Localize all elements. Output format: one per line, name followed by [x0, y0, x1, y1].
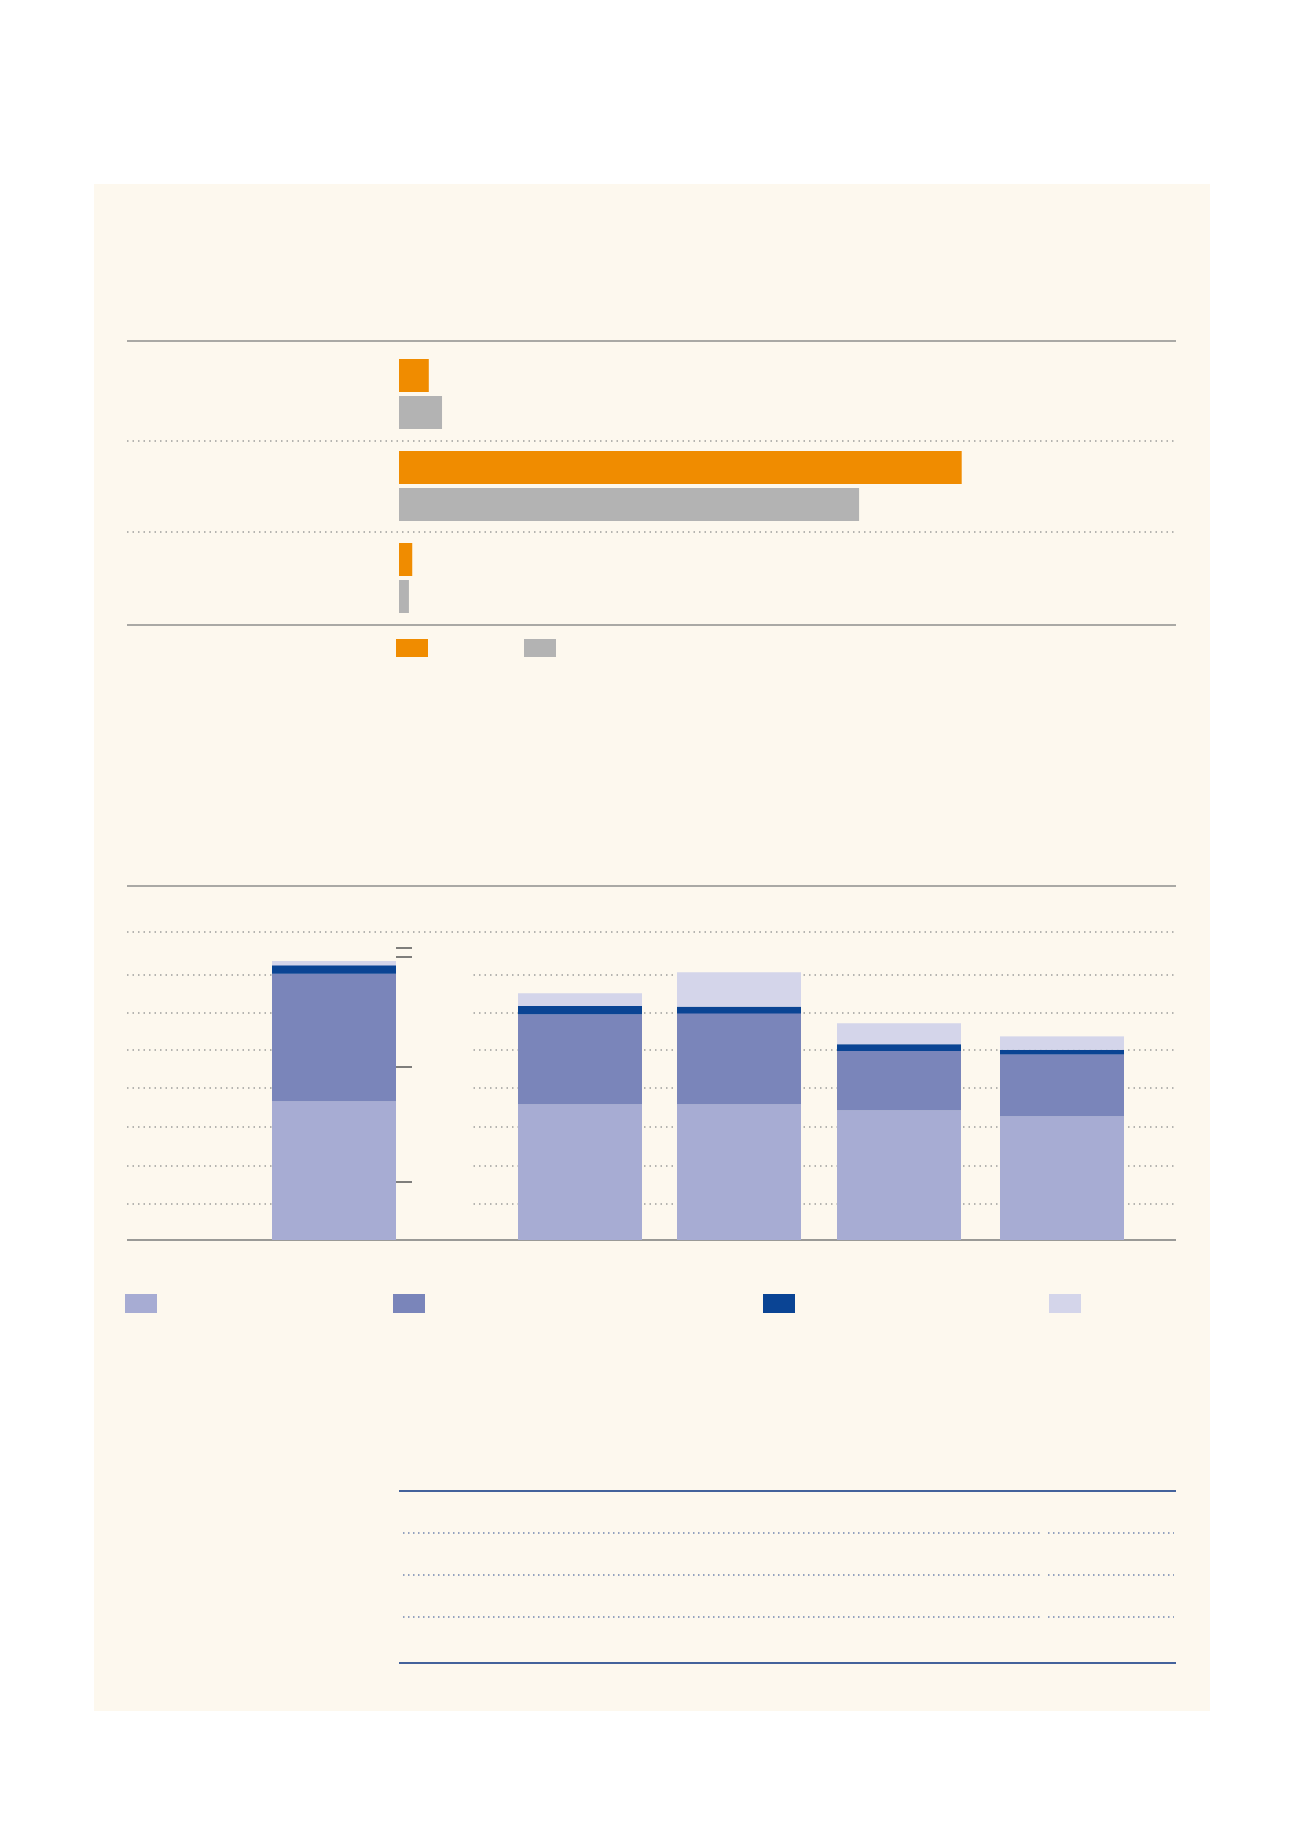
hbar-gray-1 — [399, 488, 860, 521]
legend-swatch-seg1 — [125, 1294, 157, 1313]
stacked-bar-2-segment-4 — [677, 972, 801, 1007]
hbar-orange-1 — [399, 451, 962, 484]
stacked-bar-1-segment-1 — [518, 1104, 642, 1240]
legend-swatch-gray — [524, 639, 556, 657]
table-rows — [403, 1532, 1174, 1618]
stacked-bar-1-segment-2 — [518, 1014, 642, 1105]
stacked-bar-3-segment-2 — [837, 1051, 961, 1111]
horizontal-bar-series — [399, 359, 962, 613]
table-frame — [399, 1490, 1176, 1664]
stacked-bar-1-segment-4 — [518, 993, 642, 1006]
stacked-bar-2-segment-1 — [677, 1104, 801, 1240]
stacked-bar-4-segment-2 — [1000, 1054, 1124, 1117]
stacked-bar-4-segment-4 — [1000, 1036, 1124, 1050]
legend-swatch-orange — [396, 639, 428, 657]
stacked-bar-3-segment-3 — [837, 1044, 961, 1051]
stacked-bar-0-segment-2 — [272, 973, 396, 1102]
hbar-gray-2 — [399, 580, 409, 613]
legend-swatch-seg3 — [763, 1294, 795, 1313]
stacked-bar-3-segment-1 — [837, 1110, 961, 1240]
legend-swatch-seg4 — [1049, 1294, 1081, 1313]
stacked-bar-0-segment-4 — [272, 961, 396, 966]
stacked-bar-2-segment-3 — [677, 1006, 801, 1014]
stacked-bar-3-segment-4 — [837, 1023, 961, 1045]
stacked-bar-4-segment-1 — [1000, 1116, 1124, 1240]
stacked-bar-0-segment-3 — [272, 965, 396, 974]
hbar-gray-0 — [399, 396, 443, 429]
stacked-bar-4-segment-3 — [1000, 1049, 1124, 1055]
stacked-bar-2-segment-2 — [677, 1013, 801, 1105]
stacked-bar-legend — [125, 1294, 1081, 1313]
stacked-bar-1-segment-3 — [518, 1006, 642, 1015]
horizontal-bar-legend — [396, 639, 556, 657]
hbar-orange-0 — [399, 359, 429, 392]
report-panel — [94, 184, 1210, 1711]
stacked-bar-series — [272, 961, 1124, 1240]
hbar-orange-2 — [399, 543, 413, 576]
callout-panel — [396, 940, 472, 1210]
legend-swatch-seg2 — [393, 1294, 425, 1313]
horizontal-bar-chart-frame — [127, 340, 1176, 626]
stacked-bar-0-segment-1 — [272, 1101, 396, 1240]
